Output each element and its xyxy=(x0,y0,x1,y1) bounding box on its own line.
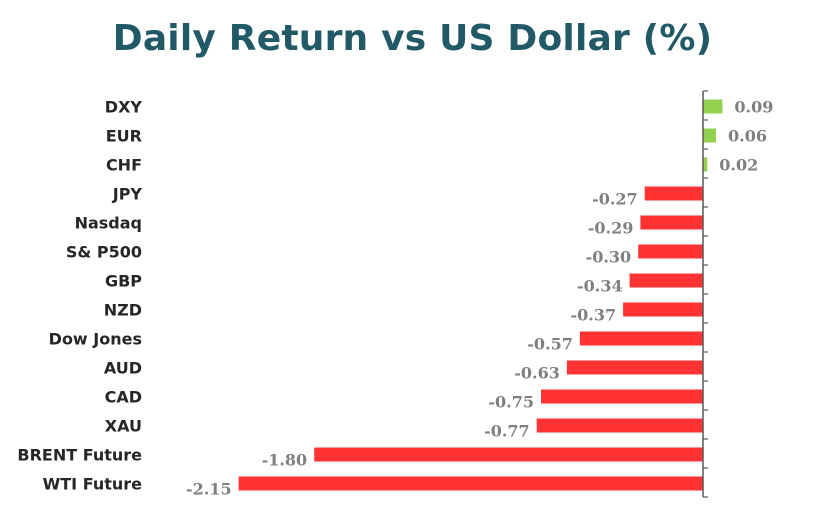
category-label: S& P500 xyxy=(66,243,142,262)
category-label: CAD xyxy=(105,388,142,407)
data-label: 0.09 xyxy=(734,98,773,117)
data-label: -0.30 xyxy=(586,248,632,267)
bar-brent-future xyxy=(314,447,703,462)
category-label: AUD xyxy=(104,359,142,378)
category-label: JPY xyxy=(112,185,143,204)
data-label: -0.57 xyxy=(527,335,573,354)
data-label: -0.63 xyxy=(514,364,560,383)
data-label: -0.29 xyxy=(588,219,634,238)
bar-cad xyxy=(541,389,703,404)
bar-dow-jones xyxy=(579,331,703,346)
category-label: Dow Jones xyxy=(49,330,142,349)
category-label: XAU xyxy=(105,417,142,436)
category-label: NZD xyxy=(104,301,142,320)
bar-dxy xyxy=(703,99,723,114)
data-label: 0.02 xyxy=(719,156,758,175)
category-label: EUR xyxy=(106,127,142,146)
bar-nasdaq xyxy=(640,215,703,230)
data-label: -0.77 xyxy=(484,422,530,441)
bar-aud xyxy=(566,360,703,375)
category-label: BRENT Future xyxy=(17,446,142,465)
bar-gbp xyxy=(629,273,703,288)
data-label: -0.34 xyxy=(577,277,623,296)
data-label: -0.37 xyxy=(570,306,616,325)
category-label: DXY xyxy=(105,98,143,117)
category-label: Nasdaq xyxy=(75,214,142,233)
category-label: GBP xyxy=(105,272,142,291)
chart-title: Daily Return vs US Dollar (%) xyxy=(112,18,713,59)
data-label: -1.80 xyxy=(262,451,308,470)
bar-eur xyxy=(703,128,716,143)
category-label: WTI Future xyxy=(43,475,143,494)
category-label: CHF xyxy=(106,156,142,175)
bar-wti-future xyxy=(238,476,703,491)
bar-xau xyxy=(536,418,703,433)
bar-jpy xyxy=(644,186,703,201)
data-label: -0.75 xyxy=(488,393,534,412)
data-label: 0.06 xyxy=(728,127,767,146)
data-label: -0.27 xyxy=(592,190,638,209)
bar-chf xyxy=(703,157,708,172)
bar-s-p500 xyxy=(638,244,703,259)
data-label: -2.15 xyxy=(186,480,232,499)
bar-nzd xyxy=(623,302,703,317)
